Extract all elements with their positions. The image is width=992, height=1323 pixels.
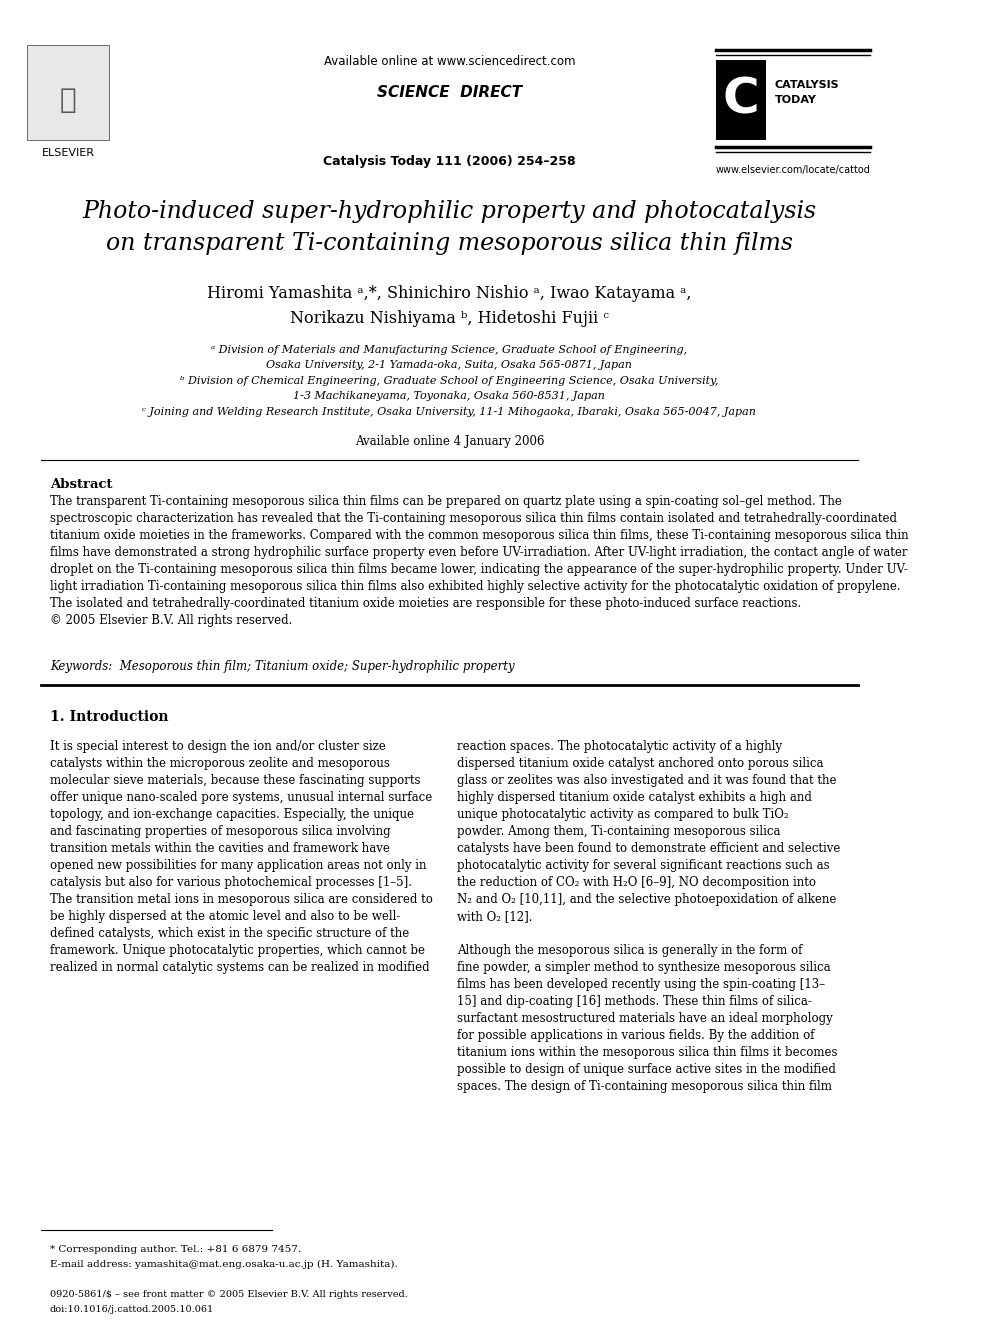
Text: Keywords:  Mesoporous thin film; Titanium oxide; Super-hydrophilic property: Keywords: Mesoporous thin film; Titanium…	[50, 660, 515, 673]
Text: TODAY: TODAY	[775, 95, 816, 105]
Text: Norikazu Nishiyama ᵇ, Hidetoshi Fujii ᶜ: Norikazu Nishiyama ᵇ, Hidetoshi Fujii ᶜ	[290, 310, 609, 327]
Text: SCIENCE  DIRECT: SCIENCE DIRECT	[377, 85, 522, 101]
Text: It is special interest to design the ion and/or cluster size
catalysts within th: It is special interest to design the ion…	[50, 740, 433, 974]
Text: 1. Introduction: 1. Introduction	[50, 710, 169, 724]
Text: 1-3 Machikaneyama, Toyonaka, Osaka 560-8531, Japan: 1-3 Machikaneyama, Toyonaka, Osaka 560-8…	[294, 392, 605, 401]
Text: reaction spaces. The photocatalytic activity of a highly
dispersed titanium oxid: reaction spaces. The photocatalytic acti…	[457, 740, 841, 1093]
Text: www.elsevier.com/locate/cattod: www.elsevier.com/locate/cattod	[715, 165, 870, 175]
Text: CATALYSIS: CATALYSIS	[775, 79, 839, 90]
Text: Abstract: Abstract	[50, 478, 112, 491]
Text: Available online 4 January 2006: Available online 4 January 2006	[354, 435, 544, 448]
Text: Osaka University, 2-1 Yamada-oka, Suita, Osaka 565-0871, Japan: Osaka University, 2-1 Yamada-oka, Suita,…	[267, 360, 632, 370]
Text: ᵇ Division of Chemical Engineering, Graduate School of Engineering Science, Osak: ᵇ Division of Chemical Engineering, Grad…	[181, 376, 718, 386]
Text: 🌳: 🌳	[60, 86, 76, 114]
Text: E-mail address: yamashita@mat.eng.osaka-u.ac.jp (H. Yamashita).: E-mail address: yamashita@mat.eng.osaka-…	[50, 1259, 398, 1269]
Text: The transparent Ti-containing mesoporous silica thin films can be prepared on qu: The transparent Ti-containing mesoporous…	[50, 495, 909, 627]
Text: on transparent Ti-containing mesoporous silica thin films: on transparent Ti-containing mesoporous …	[106, 232, 793, 255]
Text: ᵃ Division of Materials and Manufacturing Science, Graduate School of Engineerin: ᵃ Division of Materials and Manufacturin…	[211, 345, 687, 355]
Text: Catalysis Today 111 (2006) 254–258: Catalysis Today 111 (2006) 254–258	[323, 155, 575, 168]
Text: Available online at www.sciencedirect.com: Available online at www.sciencedirect.co…	[323, 56, 575, 67]
Text: * Corresponding author. Tel.: +81 6 6879 7457.: * Corresponding author. Tel.: +81 6 6879…	[50, 1245, 301, 1254]
Text: Photo-induced super-hydrophilic property and photocatalysis: Photo-induced super-hydrophilic property…	[82, 200, 816, 224]
Bar	[27, 45, 109, 140]
Text: 0920-5861/$ – see front matter © 2005 Elsevier B.V. All rights reserved.: 0920-5861/$ – see front matter © 2005 El…	[50, 1290, 408, 1299]
Text: ELSEVIER: ELSEVIER	[42, 148, 94, 157]
Bar	[715, 60, 766, 140]
Text: C: C	[722, 75, 760, 124]
Text: ᶜ Joining and Welding Research Institute, Osaka University, 11-1 Mihogaoka, Ibar: ᶜ Joining and Welding Research Institute…	[143, 407, 756, 417]
Text: Hiromi Yamashita ᵃ,*, Shinichiro Nishio ᵃ, Iwao Katayama ᵃ,: Hiromi Yamashita ᵃ,*, Shinichiro Nishio …	[207, 284, 691, 302]
Text: doi:10.1016/j.cattod.2005.10.061: doi:10.1016/j.cattod.2005.10.061	[50, 1304, 214, 1314]
